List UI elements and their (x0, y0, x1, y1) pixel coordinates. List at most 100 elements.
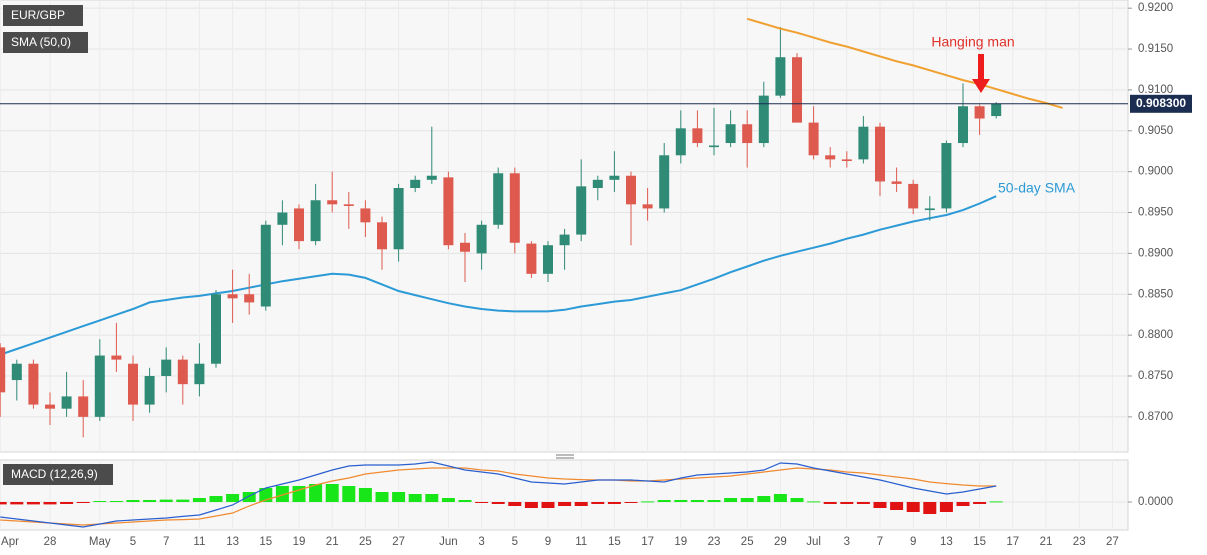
annotation-text: Hanging man (931, 34, 1014, 50)
candle-body (11, 363, 22, 381)
x-tick-label: Jul (806, 536, 821, 548)
macd-histogram-bar (641, 501, 655, 503)
candle-body (144, 375, 155, 405)
panel-divider[interactable] (556, 454, 574, 459)
x-tick-label: 15 (973, 536, 986, 548)
macd-histogram-bar (408, 494, 422, 502)
candle-body (609, 175, 620, 180)
candle-body (476, 224, 487, 254)
sma-label[interactable]: SMA (50,0) (11, 35, 71, 49)
trend-line (746, 17, 1063, 109)
macd-histogram-bar (757, 496, 771, 502)
macd-histogram-bar (807, 501, 821, 503)
y-tick-label: 0.8800 (1138, 329, 1173, 341)
x-tick-label: 17 (641, 536, 654, 548)
symbol-label[interactable]: EUR/GBP (11, 8, 65, 22)
candle-body (991, 103, 1002, 117)
macd-histogram-bar (143, 500, 157, 502)
macd-histogram-bar (740, 498, 754, 502)
y-tick-label: 0.9000 (1138, 166, 1173, 178)
candle-body (443, 177, 454, 246)
macd-histogram-bar (956, 502, 970, 506)
x-tick-label: 15 (608, 536, 621, 548)
macd-histogram-bar (226, 494, 240, 502)
annotation-arrow (972, 54, 990, 93)
macd-plot (0, 461, 1003, 528)
macd-histogram-bar (524, 502, 538, 508)
macd-histogram-bar (392, 492, 406, 502)
x-tick-label: 23 (1073, 536, 1086, 548)
candle-body (792, 57, 802, 123)
macd-histogram-bar (126, 500, 140, 502)
macd-histogram-bar (823, 502, 837, 504)
macd-histogram-bar (209, 496, 223, 502)
x-tick-label: 5 (512, 536, 518, 548)
candle-body (642, 204, 653, 209)
candle-body (825, 155, 836, 160)
macd-histogram-bar (358, 488, 372, 502)
tag-box[interactable] (3, 32, 88, 53)
macd-histogram-bar (458, 500, 472, 502)
macd-label[interactable]: MACD (12,26,9) (11, 467, 98, 481)
tag-box[interactable] (3, 464, 113, 485)
symbol-tag[interactable]: EUR/GBP (3, 5, 83, 26)
candle-body (460, 242, 470, 252)
last-price-label: 0.908300 (1136, 96, 1186, 110)
candle-body (410, 179, 421, 188)
macd-histogram-bar (0, 502, 7, 505)
sma-annotation: 50-day SMA (998, 180, 1076, 196)
macd-tag[interactable]: MACD (12,26,9) (3, 464, 113, 485)
sma-tag[interactable]: SMA (50,0) (3, 32, 88, 53)
macd-histogram-bar (192, 498, 206, 502)
x-tick-label: 11 (193, 536, 205, 548)
macd-histogram-bar (159, 499, 173, 502)
x-tick-label: Jun (439, 536, 458, 548)
arrow-head (972, 79, 990, 93)
tag-box[interactable] (3, 5, 83, 26)
candle-body (45, 404, 55, 409)
candle-body (277, 212, 288, 225)
macd-histogram-bar (541, 502, 555, 508)
candle-body (161, 359, 172, 376)
macd-histogram-bar (43, 502, 57, 505)
macd-histogram-bar (873, 502, 887, 508)
x-tick-label: 25 (741, 536, 754, 548)
candle-body (78, 396, 89, 417)
sma-line (0, 195, 997, 356)
candle-body (377, 222, 387, 250)
candle-body (294, 208, 304, 242)
candle-body (924, 208, 935, 211)
candle-body (891, 181, 902, 184)
candle-body (360, 208, 371, 223)
macd-histogram-bar (425, 494, 439, 502)
candle-body (908, 183, 919, 209)
candle-body (576, 186, 587, 235)
candle-body (808, 122, 819, 156)
candle-body (194, 363, 205, 385)
macd-histogram-bar (906, 502, 920, 512)
candle-body (343, 204, 354, 206)
candle-body (227, 294, 238, 299)
macd-histogram-bar (591, 502, 605, 504)
y-tick-label: 0.9050 (1138, 125, 1173, 137)
last-price-box (1130, 94, 1192, 113)
axes: 0.9200 0.9150 0.9100 0.9050 0.9000 0.8950 0.89… (1, 2, 1192, 548)
candle-body (260, 224, 271, 307)
macd-histogram-bar (790, 498, 804, 502)
macd-histogram-bar (76, 502, 90, 503)
x-tick-label: 21 (326, 536, 339, 548)
candle-body (493, 173, 504, 225)
candle-body (858, 126, 869, 160)
x-tick-label: 13 (226, 536, 239, 548)
x-tick-label: 25 (359, 536, 372, 548)
macd-histogram-bar (856, 502, 870, 504)
candle-body (592, 179, 603, 188)
x-tick-label: 19 (674, 536, 687, 548)
candle-body (659, 155, 670, 209)
y-tick-label: 0.9150 (1138, 43, 1173, 55)
macd-histogram-bar (773, 494, 787, 502)
macd-histogram-bar (475, 502, 489, 503)
macd-histogram-bar (60, 502, 74, 504)
x-tick-label: 27 (1106, 536, 1119, 548)
macd-histogram-bar (939, 502, 953, 512)
